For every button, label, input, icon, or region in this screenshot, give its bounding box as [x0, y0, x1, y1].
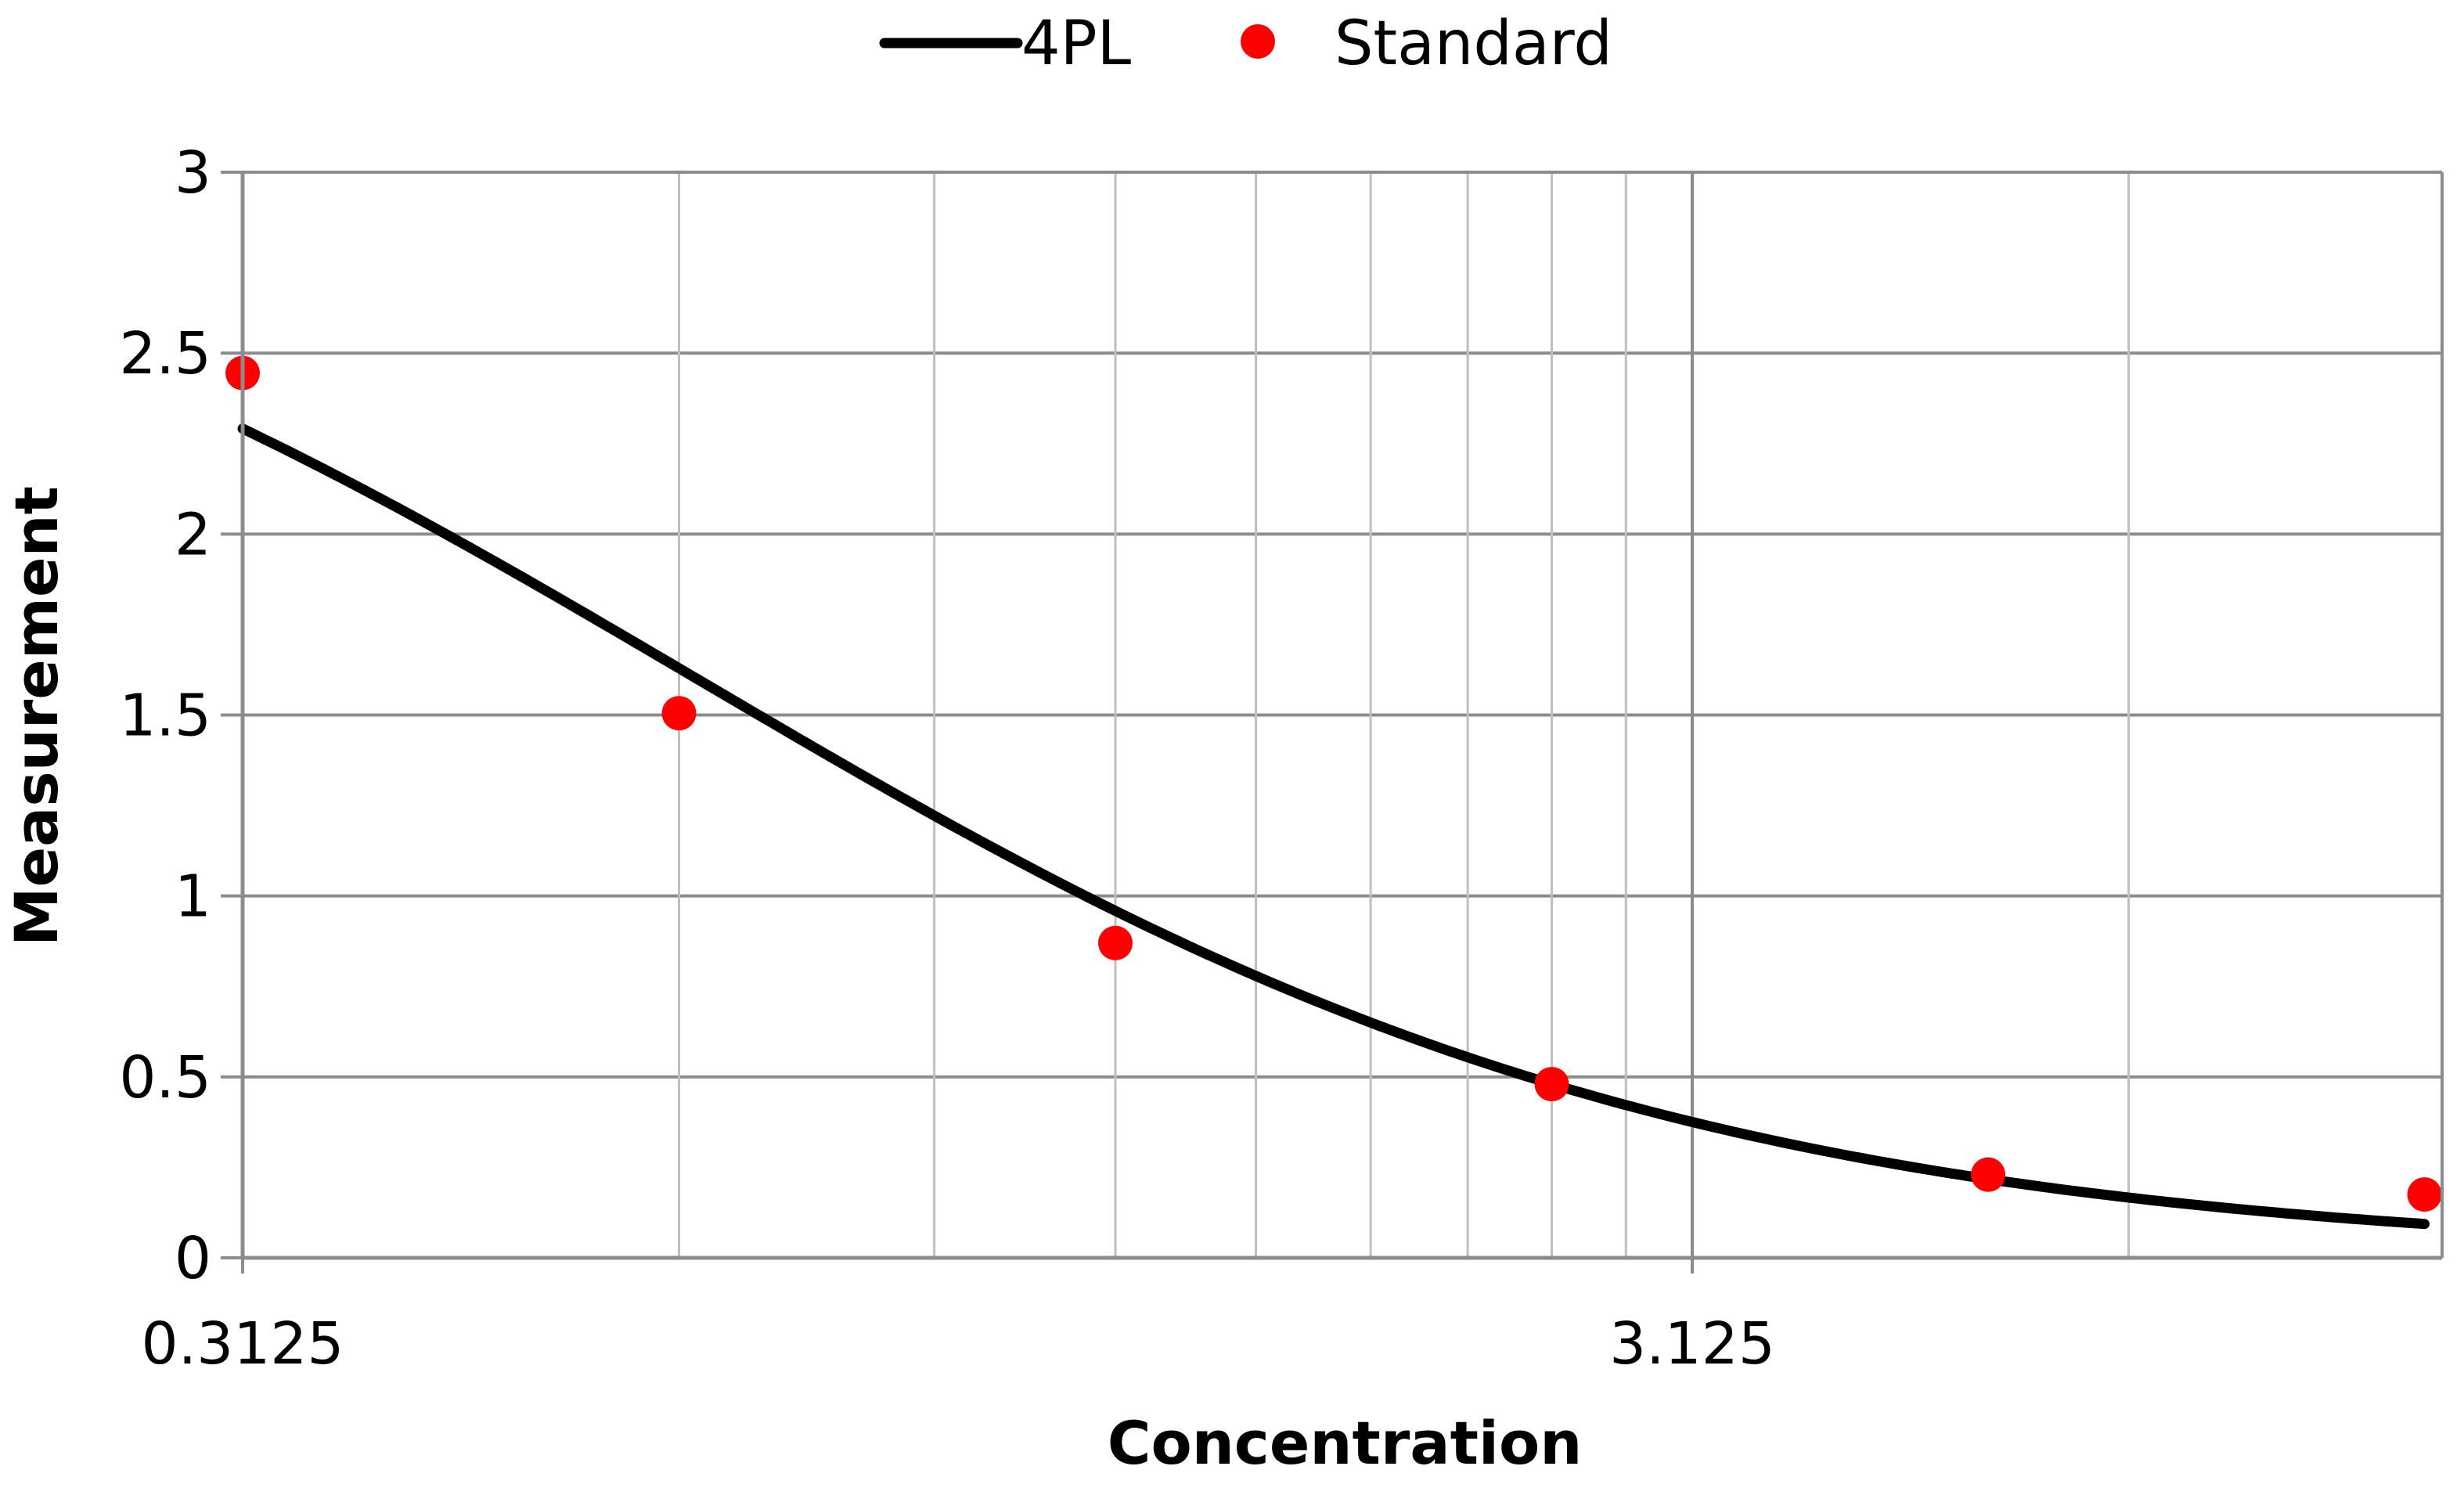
- legend-label-4pl: 4PL: [1021, 9, 1132, 79]
- axis-layer: 0 0.5 1 1.5 2 2.5 3 0.3125 3.125: [119, 139, 2444, 1378]
- y-tick-label: 0: [175, 1225, 211, 1292]
- x-tick-label: 3.125: [1609, 1310, 1775, 1378]
- legend-point-swatch: [1241, 24, 1275, 59]
- legend: 4PL Standard: [879, 9, 1612, 79]
- 4pl-curve: [237, 423, 2430, 1230]
- standard-point: [2407, 1177, 2442, 1212]
- x-tick-label: 0.3125: [142, 1310, 344, 1378]
- standard-point: [1098, 925, 1133, 960]
- curve-layer: [237, 423, 2430, 1230]
- y-tick-label: 2: [175, 501, 211, 568]
- y-tick-label: 1: [175, 863, 211, 931]
- y-tick-label: 1.5: [119, 683, 211, 750]
- points-layer: [225, 355, 2442, 1212]
- x-axis-title: Concentration: [1108, 1408, 1583, 1478]
- y-axis-title: Measurement: [2, 486, 71, 946]
- y-tick-label: 0.5: [119, 1044, 211, 1111]
- standard-point: [661, 696, 697, 731]
- grid-layer: [243, 171, 2442, 1258]
- standard-point: [1534, 1067, 1569, 1102]
- y-tick-label: 3: [175, 139, 211, 207]
- y-tick-label: 2.5: [119, 320, 211, 387]
- standard-point: [1971, 1157, 2006, 1192]
- legend-label-standard: Standard: [1335, 9, 1612, 79]
